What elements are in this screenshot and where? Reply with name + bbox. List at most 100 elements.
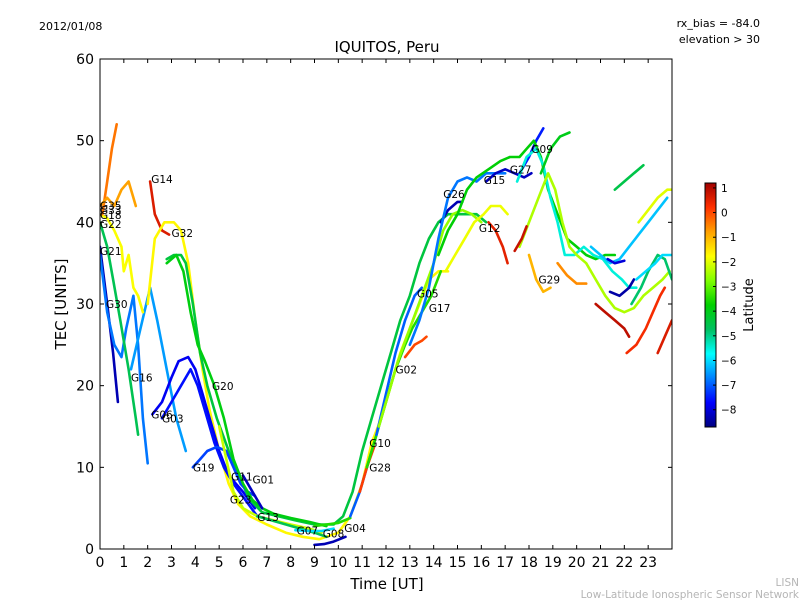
series-line-g22 [100, 221, 140, 436]
series-line-g03 [160, 368, 259, 518]
chart-title: IQUITOS, Peru [334, 38, 439, 56]
satellite-label-g33: G33 [100, 205, 122, 217]
series-line-extra-green [539, 131, 571, 175]
satellite-label-g10: G10 [369, 438, 391, 450]
y-tick-label: 50 [76, 134, 94, 150]
x-tick-label: 15 [449, 555, 467, 571]
satellite-label-g20: G20 [212, 381, 234, 393]
x-tick-label: 12 [377, 555, 395, 571]
satellite-label-g05: G05 [417, 289, 439, 301]
satellite-label-g35: G35 [100, 200, 122, 212]
axes: 0 1 2 3 4 5 6 7 8 9 10 11 12 13 14 15 16 17 18 19 20 21 22 2301… [76, 52, 672, 571]
rx-bias-label: rx_bias = -84.0 [677, 17, 760, 30]
series-line-g05 [375, 286, 424, 436]
colorbar-tick-label: −3 [721, 282, 736, 294]
y-tick-label: 40 [76, 215, 94, 231]
y-tick-label: 30 [76, 297, 94, 313]
colorbar-tick-label: −8 [721, 405, 736, 417]
satellite-label-g23: G23 [230, 494, 252, 506]
date-label: 2012/01/08 [39, 20, 102, 33]
series-line-g20 [165, 212, 488, 526]
satellite-label-g04: G04 [344, 523, 366, 535]
satellite-label-g12: G12 [479, 223, 501, 235]
series-line-g01 [241, 474, 264, 510]
satellite-label-g01: G01 [253, 475, 275, 487]
satellite-label-g02: G02 [396, 364, 418, 376]
y-tick-label: 10 [76, 460, 94, 476]
series-line-g11 [165, 253, 328, 528]
series-line-g35 [100, 180, 138, 208]
series-line-g07 [294, 527, 335, 533]
series-line-extra-green2 [613, 163, 645, 191]
x-tick-label: 21 [592, 555, 610, 571]
series-line-extra-navy2 [608, 278, 636, 298]
satellite-label-g13: G13 [257, 512, 279, 524]
satellite-label-g17: G17 [429, 303, 451, 315]
series-line-g14 [148, 180, 171, 236]
colorbar-tick-label: −1 [721, 232, 736, 244]
x-tick-label: 6 [239, 555, 248, 571]
x-tick-label: 0 [96, 555, 105, 571]
colorbar: 1 0 −1 −2 −3 −4 −5 −6 −7 −8 [704, 182, 737, 428]
satellite-label-g32: G32 [172, 228, 194, 240]
x-tick-label: 2 [143, 555, 152, 571]
colorbar-tick-label: 0 [721, 208, 728, 220]
x-tick-label: 23 [639, 555, 657, 571]
x-tick-label: 22 [615, 555, 633, 571]
series-line-g27 [484, 168, 533, 183]
x-tick-label: 14 [425, 555, 443, 571]
series-line-extra-yellow2 [637, 188, 672, 224]
series-line-g09b [515, 147, 638, 289]
x-tick-label: 3 [167, 555, 176, 571]
x-tick-label: 13 [401, 555, 419, 571]
x-tick-label: 1 [119, 555, 128, 571]
elevation-label: elevation > 30 [679, 33, 760, 46]
series-line-extra-green3 [630, 253, 672, 306]
series-line-extra-yellow [518, 172, 671, 314]
series-line-g04 [313, 516, 352, 528]
series-line-extra-teal2 [635, 253, 672, 281]
series-line-g21 [100, 253, 149, 465]
colorbar-gradient [704, 182, 717, 428]
x-tick-label: 11 [353, 555, 371, 571]
series-line-extra-orange [556, 261, 588, 285]
y-tick-label: 60 [76, 52, 94, 68]
y-axis-label: TEC [UNITS] [52, 259, 70, 351]
series-line-g29b [527, 253, 552, 294]
satellite-label-g21: G21 [100, 246, 122, 258]
satellite-label-g08: G08 [323, 529, 345, 541]
series-line-extra-red2 [594, 302, 631, 338]
series-line-extra-teal [589, 196, 669, 265]
colorbar-tick-label: −2 [721, 257, 736, 269]
series-line-g17 [403, 335, 428, 359]
satellite-label-g06: G06 [151, 409, 173, 421]
satellite-label-g16: G16 [131, 373, 153, 385]
colorbar-tick-label: −4 [721, 306, 737, 318]
series-line-extra-navy [606, 257, 626, 265]
series-line-g08 [313, 535, 347, 547]
colorbar-tick-label: −7 [721, 380, 736, 392]
series-line-g15 [408, 172, 507, 347]
colorbar-tick-label: −6 [721, 355, 737, 367]
x-tick-label: 7 [262, 555, 271, 571]
x-tick-label: 16 [472, 555, 490, 571]
satellite-label-g07: G07 [297, 525, 319, 537]
x-tick-label: 5 [215, 555, 224, 571]
series-line-g12 [444, 204, 509, 273]
x-tick-label: 19 [544, 555, 562, 571]
satellite-label-g22: G22 [100, 219, 122, 231]
colorbar-label: Latitude [742, 278, 757, 332]
series-line-extra-red3 [656, 319, 672, 355]
satellite-label-g28: G28 [369, 462, 391, 474]
x-axis-label: Time [UT] [349, 575, 423, 593]
series-line-g29 [437, 139, 617, 261]
x-tick-label: 9 [310, 555, 319, 571]
satellite-label-g14: G14 [151, 174, 173, 186]
series-line-g16 [129, 286, 188, 453]
satellite-label-g03: G03 [162, 413, 184, 425]
satellite-label-g29: G29 [539, 275, 561, 287]
satellite-label-g30: G30 [106, 299, 128, 311]
x-tick-label: 4 [191, 555, 200, 571]
